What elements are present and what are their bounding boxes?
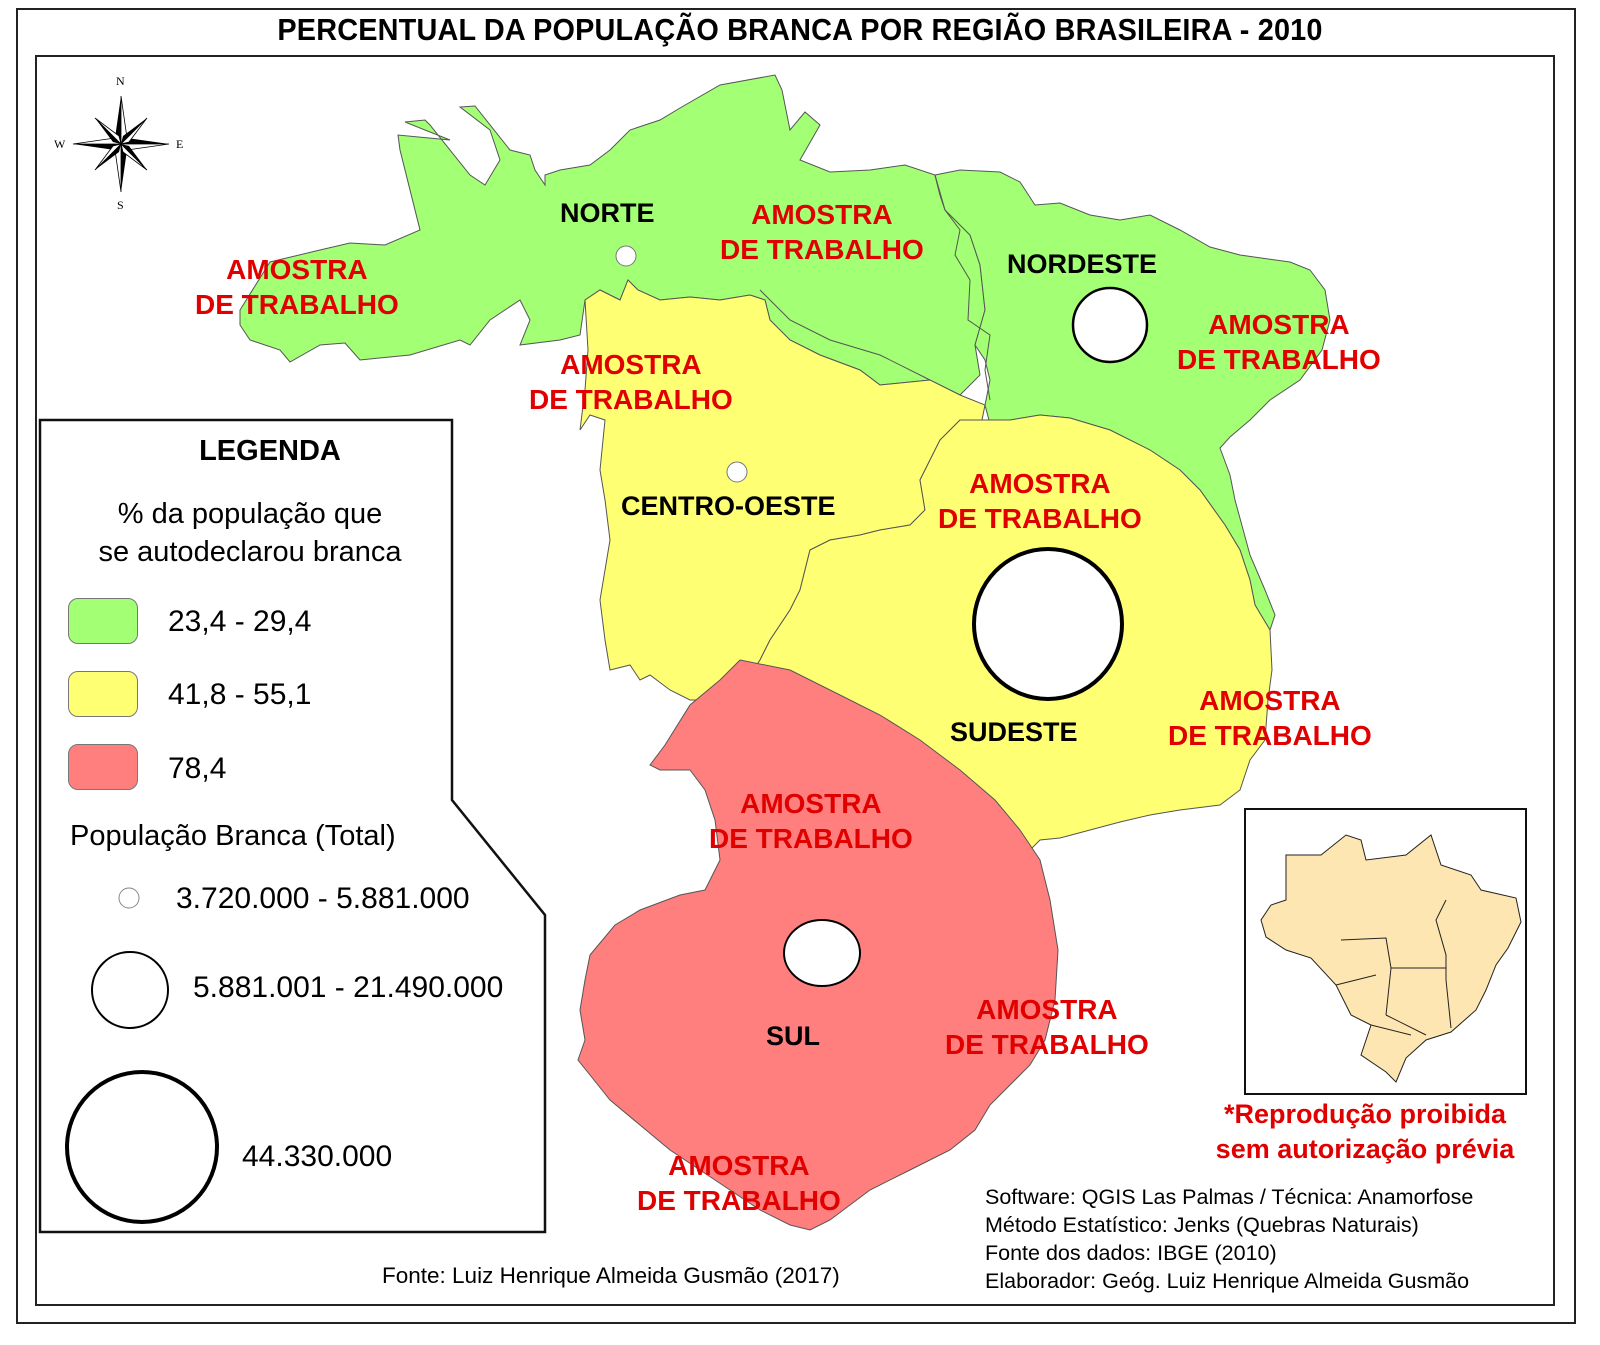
population-circle-sul[interactable]	[783, 919, 861, 987]
watermark: AMOSTRA DE TRABALHO	[195, 254, 399, 320]
legend-swatch-yellow	[68, 671, 138, 717]
region-label-sul: SUL	[766, 1021, 820, 1051]
watermark: AMOSTRA DE TRABALHO	[709, 788, 913, 854]
map-credits: Software: QGIS Las Palmas / Técnica: Ana…	[985, 1185, 1474, 1293]
region-label-centro-oeste: CENTRO-OESTE	[621, 491, 836, 521]
inset-map	[1244, 808, 1527, 1095]
legend-population-label: 3.720.000 - 5.881.000	[176, 882, 470, 915]
watermark: AMOSTRA DE TRABALHO	[938, 468, 1142, 534]
legend-class-label: 41,8 - 55,1	[168, 678, 312, 711]
outer-frame	[16, 8, 1576, 1324]
compass-s-label: S	[117, 198, 124, 212]
watermark: AMOSTRA DE TRABALHO	[945, 994, 1149, 1060]
legend-box	[38, 418, 547, 1234]
legend-class-label: 78,4	[168, 752, 227, 785]
legend-population-label: 44.330.000	[242, 1140, 393, 1173]
legend-title: LEGENDA	[199, 435, 341, 467]
watermark: AMOSTRA DE TRABALHO	[1168, 685, 1372, 751]
legend-population-label: 5.881.001 - 21.490.000	[193, 971, 504, 1004]
population-circle-nordeste[interactable]	[1071, 286, 1149, 364]
population-circle-centro-oeste[interactable]	[726, 461, 748, 483]
brazil-inset-icon	[1260, 834, 1522, 1083]
legend-circle-medium	[91, 951, 169, 1029]
watermark: AMOSTRA DE TRABALHO	[720, 199, 924, 265]
map-frame	[35, 55, 1555, 1306]
legend-circle-large	[65, 1070, 219, 1224]
legend-circle-small	[118, 887, 140, 909]
legend-population-title: População Branca (Total)	[70, 820, 396, 852]
legend-swatch-red	[68, 744, 138, 790]
reproduction-notice: *Reprodução proibida sem autorização pré…	[1215, 1099, 1515, 1164]
compass-rose-icon	[72, 95, 170, 193]
map-source: Fonte: Luiz Henrique Almeida Gusmão (201…	[382, 1263, 840, 1288]
compass-w-label: W	[54, 137, 66, 151]
watermark: AMOSTRA DE TRABALHO	[1177, 309, 1381, 375]
legend-subtitle: % da população que se autodeclarou branc…	[98, 498, 402, 568]
watermark: AMOSTRA DE TRABALHO	[529, 349, 733, 415]
compass-n-label: N	[116, 74, 125, 88]
population-circle-norte[interactable]	[615, 245, 637, 267]
map-title: PERCENTUAL DA POPULAÇÃO BRANCA POR REGIÃ…	[277, 12, 1323, 47]
legend-swatch-green	[68, 598, 138, 644]
region-label-nordeste: NORDESTE	[1007, 249, 1158, 279]
region-label-norte: NORTE	[560, 198, 655, 228]
population-circle-sudeste[interactable]	[972, 547, 1124, 701]
compass-e-label: E	[176, 137, 184, 151]
region-label-sudeste: SUDESTE	[950, 717, 1078, 747]
legend-class-label: 23,4 - 29,4	[168, 605, 312, 638]
watermark: AMOSTRA DE TRABALHO	[637, 1150, 841, 1216]
